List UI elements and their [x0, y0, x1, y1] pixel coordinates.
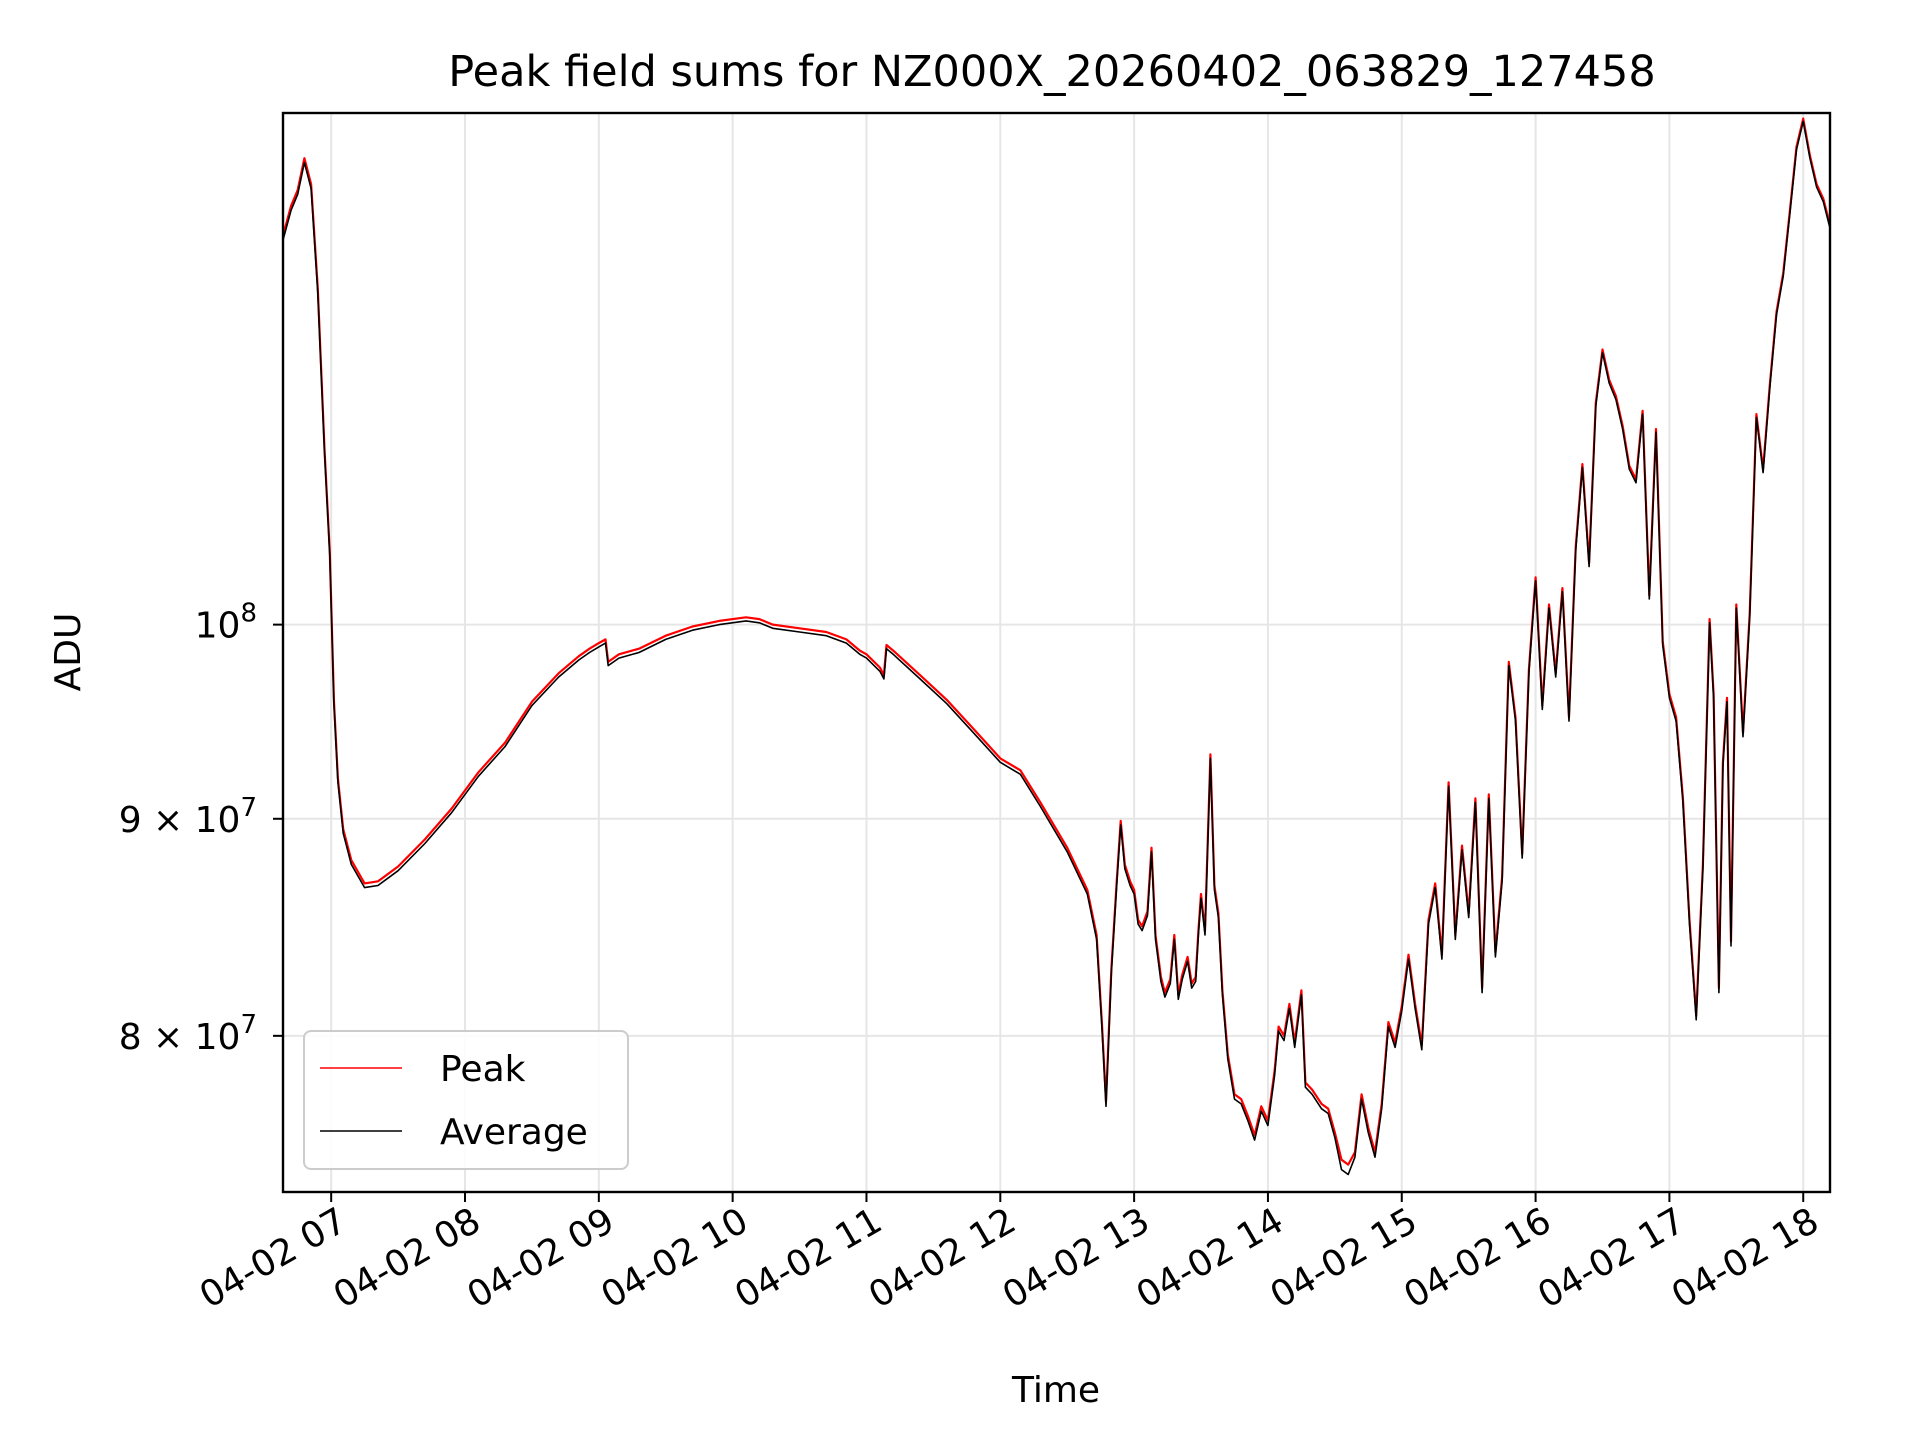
y-axis-title: ADU	[48, 613, 89, 692]
chart-title: Peak field sums for NZ000X_20260402_0638…	[448, 47, 1655, 97]
x-axis-title: Time	[1011, 1370, 1100, 1411]
chart-container: Peak field sums for NZ000X_20260402_0638…	[0, 0, 1920, 1440]
legend: Peak Average	[304, 1031, 628, 1169]
legend-peak-label: Peak	[440, 1049, 526, 1090]
line-chart: Peak field sums for NZ000X_20260402_0638…	[0, 0, 1920, 1440]
y-tick-label: 8 × 107	[119, 1010, 257, 1058]
legend-average-label: Average	[440, 1112, 588, 1153]
y-tick-label: 9 × 107	[119, 793, 257, 841]
